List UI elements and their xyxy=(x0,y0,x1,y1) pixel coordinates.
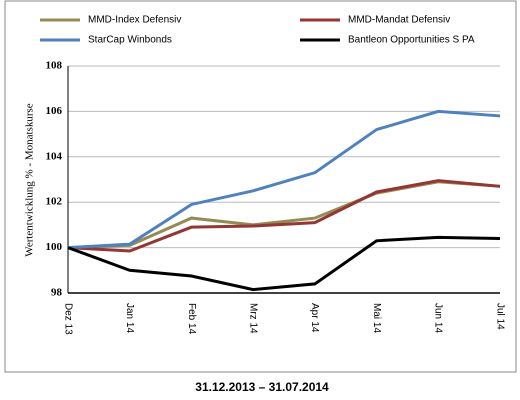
x-tick-label: Jun 14 xyxy=(433,303,444,333)
y-tick-label: 108 xyxy=(46,60,63,72)
y-tick-label: 106 xyxy=(46,105,63,117)
legend-label: MMD-Index Defensiv xyxy=(88,15,181,26)
series-line xyxy=(67,109,501,250)
series-line xyxy=(67,235,501,292)
x-tick-label: Mai 14 xyxy=(371,303,382,333)
x-tick-label: Apr 14 xyxy=(309,303,320,333)
x-tick-label: Feb 14 xyxy=(186,303,197,335)
y-tick-label: 102 xyxy=(46,196,63,208)
x-tick-label: Jul 14 xyxy=(494,303,505,330)
legend-label: MMD-Mandat Defensiv xyxy=(348,15,450,26)
legend-label: Bantleon Opportunities S PA xyxy=(348,35,475,46)
x-tick-label: Dez 13 xyxy=(62,303,73,335)
x-axis-label: 31.12.2013 – 31.07.2014 xyxy=(195,380,329,394)
chart-border xyxy=(4,0,517,373)
series-line xyxy=(67,179,501,253)
y-tick-label: 98 xyxy=(51,287,63,299)
y-tick-label: 100 xyxy=(46,241,63,253)
y-axis-label: Wertentwicklung % - Monatskurse xyxy=(24,103,36,257)
legend-label: StarCap Winbonds xyxy=(88,35,172,46)
x-tick-label: Mrz 14 xyxy=(248,303,259,334)
y-tick-label: 104 xyxy=(46,150,63,162)
x-tick-label: Jan 14 xyxy=(124,303,135,333)
